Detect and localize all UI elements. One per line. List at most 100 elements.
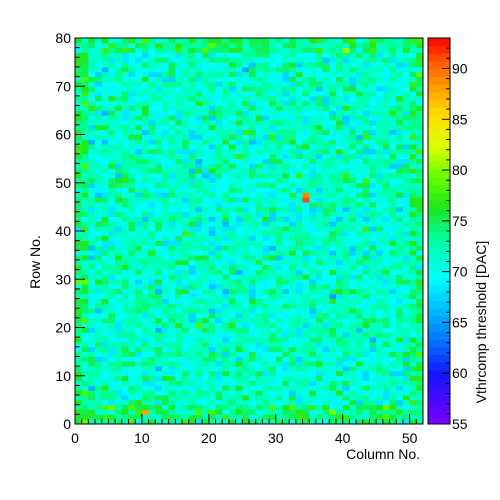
heatmap-cell bbox=[88, 71, 96, 77]
heatmap-cell bbox=[75, 81, 83, 87]
heatmap-cell bbox=[242, 148, 250, 155]
heatmap-cell bbox=[228, 95, 237, 102]
heatmap-cell bbox=[249, 144, 257, 150]
heatmap-cell bbox=[396, 409, 404, 415]
heatmap-cell bbox=[88, 293, 96, 299]
heatmap-cell bbox=[188, 341, 196, 348]
heatmap-cell bbox=[182, 182, 190, 188]
heatmap-cell bbox=[409, 351, 417, 357]
heatmap-cell bbox=[215, 419, 223, 425]
heatmap-cell bbox=[121, 134, 129, 140]
heatmap-cell bbox=[275, 322, 283, 328]
heatmap-cell bbox=[416, 356, 424, 362]
heatmap-cell bbox=[262, 327, 270, 333]
heatmap-cell bbox=[101, 177, 109, 184]
heatmap-cell bbox=[95, 395, 103, 401]
heatmap-cell bbox=[409, 81, 417, 87]
heatmap-cell bbox=[402, 168, 411, 174]
heatmap-cell bbox=[389, 399, 397, 406]
heatmap-cell bbox=[242, 380, 250, 386]
heatmap-cell bbox=[128, 240, 136, 246]
heatmap-cell bbox=[262, 351, 270, 357]
heatmap-cell bbox=[162, 91, 170, 97]
heatmap-cell bbox=[389, 375, 397, 381]
heatmap-cell bbox=[81, 139, 89, 145]
heatmap-cell bbox=[148, 288, 156, 295]
colorbar-step bbox=[428, 115, 450, 124]
heatmap-cell bbox=[409, 129, 417, 135]
heatmap-cell bbox=[416, 255, 424, 261]
heatmap-cell bbox=[75, 264, 83, 270]
heatmap-cell bbox=[215, 148, 223, 155]
heatmap-cell bbox=[135, 148, 143, 155]
heatmap-cell bbox=[282, 332, 290, 338]
heatmap-cell bbox=[315, 284, 324, 290]
heatmap-cell bbox=[396, 293, 404, 299]
heatmap-cell bbox=[88, 144, 96, 150]
heatmap-cell bbox=[95, 71, 103, 77]
heatmap-cell bbox=[389, 308, 397, 314]
heatmap-cell bbox=[302, 327, 310, 333]
heatmap-cell bbox=[269, 110, 277, 116]
heatmap-cell bbox=[215, 269, 223, 275]
heatmap-cell bbox=[202, 192, 210, 198]
heatmap-cell bbox=[302, 274, 310, 280]
heatmap-cell bbox=[315, 264, 324, 270]
heatmap-cell bbox=[269, 235, 277, 242]
heatmap-cell bbox=[208, 197, 216, 203]
heatmap-cell bbox=[155, 221, 163, 227]
heatmap-cell bbox=[95, 327, 103, 333]
colorbar-step bbox=[428, 292, 450, 301]
heatmap-cell bbox=[249, 76, 257, 82]
heatmap-cell bbox=[182, 38, 190, 44]
heatmap-cell bbox=[249, 211, 257, 217]
heatmap-cell bbox=[168, 284, 176, 290]
heatmap-cell bbox=[289, 95, 297, 102]
colorbar-step bbox=[428, 238, 450, 247]
heatmap-cell bbox=[255, 269, 263, 275]
heatmap-cell bbox=[382, 105, 390, 111]
heatmap-cell bbox=[182, 356, 190, 362]
heatmap-cell bbox=[202, 298, 210, 304]
heatmap-cell bbox=[409, 298, 417, 304]
heatmap-cell bbox=[202, 322, 210, 328]
heatmap-cell bbox=[242, 399, 250, 406]
heatmap-cell bbox=[242, 395, 250, 401]
heatmap-cell bbox=[262, 129, 270, 135]
heatmap-cell bbox=[309, 245, 317, 251]
heatmap-cell bbox=[295, 216, 303, 222]
heatmap-cell bbox=[88, 66, 96, 73]
heatmap-cell bbox=[249, 91, 257, 97]
heatmap-cell bbox=[115, 399, 123, 406]
heatmap-cell bbox=[349, 240, 357, 246]
heatmap-cell bbox=[255, 255, 263, 261]
heatmap-cell bbox=[208, 86, 216, 92]
heatmap-cell bbox=[249, 317, 257, 324]
heatmap-cell bbox=[75, 288, 83, 295]
heatmap-cell bbox=[309, 390, 317, 396]
heatmap-cell bbox=[315, 293, 324, 299]
heatmap-cell bbox=[141, 42, 150, 49]
heatmap-cell bbox=[228, 86, 237, 92]
heatmap-cell bbox=[141, 168, 150, 174]
heatmap-cell bbox=[269, 269, 277, 275]
heatmap-cell bbox=[342, 395, 350, 401]
heatmap-cell bbox=[269, 337, 277, 343]
heatmap-cell bbox=[282, 216, 290, 222]
heatmap-cell bbox=[389, 211, 397, 217]
heatmap-cell bbox=[302, 259, 310, 266]
heatmap-cell bbox=[329, 255, 337, 261]
heatmap-cell bbox=[148, 409, 156, 415]
heatmap-cell bbox=[396, 375, 404, 381]
heatmap-cell bbox=[121, 211, 129, 217]
heatmap-cell bbox=[222, 255, 230, 261]
heatmap-cell bbox=[188, 293, 196, 299]
heatmap-cell bbox=[182, 351, 190, 357]
heatmap-cell bbox=[148, 259, 156, 266]
heatmap-cell bbox=[155, 76, 163, 82]
heatmap-cell bbox=[135, 139, 143, 145]
heatmap-cell bbox=[369, 95, 377, 102]
heatmap-cell bbox=[289, 274, 297, 280]
heatmap-cell bbox=[135, 337, 143, 343]
heatmap-cell bbox=[269, 317, 277, 324]
